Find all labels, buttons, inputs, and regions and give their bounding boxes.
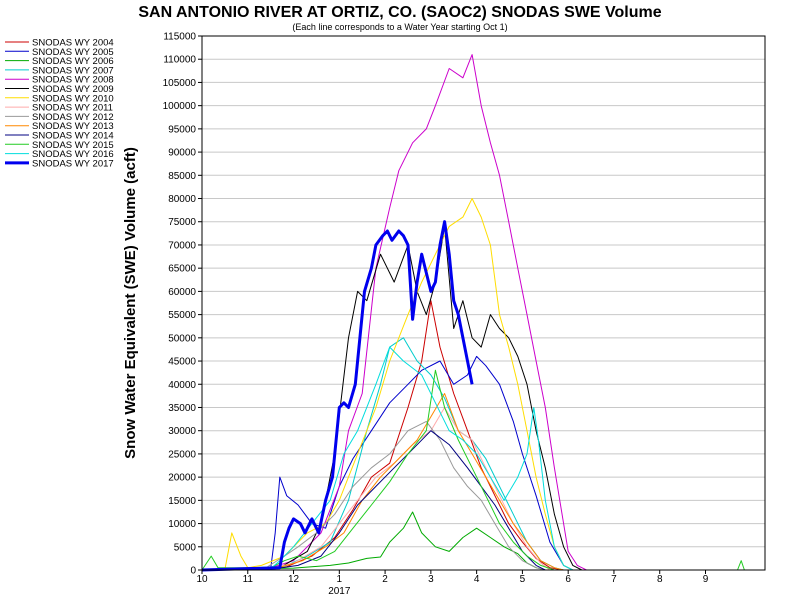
legend-label: SNODAS WY 2005: [32, 47, 114, 58]
series-line: [201, 346, 765, 571]
x-tick-label: 5: [520, 574, 526, 585]
legend-label: SNODAS WY 2013: [32, 121, 114, 132]
series-line: [201, 220, 474, 572]
y-tick-label: 55000: [168, 310, 196, 321]
chart-title: SAN ANTONIO RIVER AT ORTIZ, CO. (SAOC2) …: [138, 4, 661, 21]
y-axis-ticks: 0 5000 10000 15000 20000 25000 30000 35000 40000…: [163, 32, 202, 577]
y-axis-label: Snow Water Equivalent (SWE) Volume (acft…: [122, 147, 139, 459]
plot-frame: [201, 35, 766, 571]
series-line: [201, 393, 765, 571]
x-tick-label: 1: [337, 574, 343, 585]
y-tick-label: 15000: [168, 496, 196, 507]
y-tick-label: 105000: [163, 78, 197, 89]
legend-label: SNODAS WY 2006: [32, 56, 114, 67]
x-tick-label: 10: [196, 574, 208, 585]
y-tick-label: 45000: [168, 357, 196, 368]
legend-label: SNODAS WY 2014: [32, 131, 114, 142]
series-line: [201, 369, 765, 571]
x-tick-label: 4: [474, 574, 480, 585]
y-tick-label: 30000: [168, 426, 196, 437]
y-tick-label: 25000: [168, 449, 196, 460]
series-line: [201, 225, 765, 571]
legend-label: SNODAS WY 2008: [32, 75, 114, 86]
x-tick-label: 6: [565, 574, 571, 585]
legend-label: SNODAS WY 2016: [32, 149, 114, 160]
legend-label: SNODAS WY 2012: [32, 112, 114, 123]
x-tick-label: 2: [382, 574, 388, 585]
y-tick-label: 0: [190, 566, 196, 577]
series-lines: [201, 54, 765, 572]
legend-label: SNODAS WY 2009: [32, 84, 114, 95]
y-tick-label: 80000: [168, 194, 196, 205]
series-line: [201, 511, 765, 571]
legend-label: SNODAS WY 2010: [32, 93, 114, 104]
y-tick-label: 50000: [168, 333, 196, 344]
legend-label: SNODAS WY 2007: [32, 65, 114, 76]
y-tick-label: 40000: [168, 380, 196, 391]
y-tick-label: 100000: [163, 101, 197, 112]
y-tick-label: 65000: [168, 264, 196, 275]
y-tick-label: 85000: [168, 171, 196, 182]
x-year-label: 2017: [328, 586, 351, 597]
chart-subtitle: (Each line corresponds to a Water Year s…: [292, 22, 507, 32]
y-tick-label: 110000: [163, 55, 196, 66]
grid-lines: [202, 58, 765, 548]
legend-label: SNODAS WY 2011: [32, 103, 113, 114]
series-line: [201, 355, 765, 571]
x-tick-label: 12: [288, 574, 300, 585]
legend-label: SNODAS WY 2015: [32, 140, 114, 151]
x-tick-label: 11: [243, 574, 254, 585]
series-line: [201, 300, 765, 571]
y-tick-label: 70000: [168, 240, 196, 251]
series-line: [201, 198, 765, 571]
x-tick-label: 8: [657, 574, 663, 585]
y-tick-label: 90000: [168, 148, 196, 159]
x-tick-label: 9: [703, 574, 709, 585]
legend-label: SNODAS WY 2004: [32, 38, 114, 49]
x-tick-label: 3: [428, 574, 434, 585]
series-line: [201, 407, 765, 571]
x-tick-label: 7: [611, 574, 617, 585]
y-tick-label: 115000: [163, 32, 196, 43]
series-line: [201, 54, 765, 571]
y-tick-label: 75000: [168, 217, 196, 228]
legend-label: SNODAS WY 2017: [32, 158, 114, 169]
y-tick-label: 10000: [168, 519, 196, 530]
series-line: [201, 420, 765, 571]
y-tick-label: 20000: [168, 473, 196, 484]
y-tick-label: 95000: [168, 124, 196, 135]
y-tick-label: 60000: [168, 287, 196, 298]
y-tick-label: 5000: [174, 542, 197, 553]
y-tick-label: 35000: [168, 403, 196, 414]
